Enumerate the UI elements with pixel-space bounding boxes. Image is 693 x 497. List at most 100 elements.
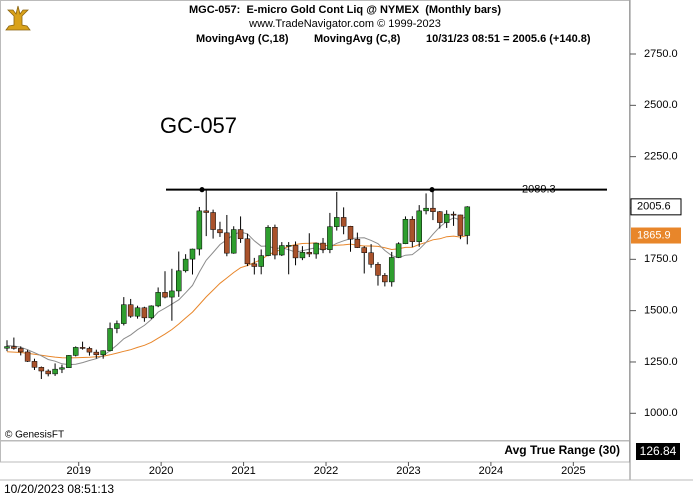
- x-tick-label: 2019: [66, 465, 90, 477]
- candle-body: [155, 292, 161, 307]
- x-tick-label: 2023: [396, 465, 420, 477]
- chart-title: MGC-057: E-micro Gold Cont Liq @ NYMEX (…: [189, 4, 501, 16]
- candle-body: [237, 229, 244, 240]
- candle-body: [292, 245, 299, 259]
- indicator-box: [636, 443, 680, 460]
- candle-body: [86, 348, 93, 353]
- candle-body: [443, 213, 450, 223]
- timestamp: 10/20/2023 08:51:13: [4, 482, 114, 496]
- candle-body: [38, 367, 45, 372]
- candle-body: [272, 227, 278, 256]
- ma-last-box: [631, 227, 681, 244]
- candle-body: [141, 307, 148, 319]
- candle-body: [299, 252, 306, 259]
- candle-body: [327, 226, 333, 250]
- candle-body: [320, 242, 326, 250]
- candle-body: [430, 207, 436, 212]
- candle-body: [457, 214, 464, 236]
- y-tick-label: 2250.0: [644, 151, 678, 163]
- candle-body: [464, 206, 471, 236]
- candle-body: [127, 304, 134, 317]
- candle-body: [368, 252, 374, 265]
- candle-body: [279, 245, 285, 256]
- x-tick-label: 2020: [149, 465, 173, 477]
- candle-body: [230, 229, 237, 254]
- candle-body: [52, 368, 58, 375]
- candle-body: [265, 227, 271, 256]
- candle-body: [347, 226, 354, 240]
- candle-body: [162, 292, 168, 298]
- candle-body: [134, 307, 141, 317]
- candle-body: [450, 213, 457, 216]
- candle-body: [285, 245, 292, 247]
- candle-body: [72, 347, 79, 356]
- quote: 10/31/23 08:51 = 2005.6 (+140.8): [426, 33, 591, 45]
- candle-body: [224, 232, 230, 254]
- subtitle: www.TradeNavigator.com © 1999-2023: [248, 18, 441, 30]
- candle-body: [169, 290, 175, 298]
- y-tick-label: 1500.0: [644, 305, 678, 317]
- candle-body: [148, 305, 155, 319]
- candle-body: [24, 351, 31, 362]
- candle-body: [176, 270, 182, 292]
- candle-body: [306, 252, 313, 255]
- y-tick-label: 2500.0: [644, 99, 678, 111]
- candle-body: [114, 323, 120, 329]
- resistance-dot: [199, 187, 205, 193]
- candle-body: [251, 263, 258, 267]
- candle-body: [334, 217, 340, 227]
- x-tick-label: 2021: [231, 465, 255, 477]
- candle-body: [45, 370, 51, 375]
- candle-body: [66, 355, 72, 368]
- candle-body: [361, 247, 367, 253]
- candle-body: [375, 263, 381, 276]
- y-tick-label: 2750.0: [644, 48, 678, 60]
- candle-body: [423, 207, 429, 212]
- last-price-box: [630, 198, 682, 216]
- y-tick-label: 1750.0: [644, 253, 678, 265]
- candle-body: [189, 248, 196, 260]
- indicator-name: Avg True Range (30): [504, 443, 620, 457]
- candle-body: [388, 257, 395, 283]
- candle-body: [210, 212, 216, 230]
- candle-body: [100, 350, 106, 356]
- candle-body: [382, 275, 388, 283]
- candle-body: [59, 367, 65, 370]
- candle-body: [17, 348, 24, 353]
- candle-body: [402, 219, 409, 244]
- candle-body: [416, 210, 422, 242]
- indicator-value: 126.84: [640, 444, 677, 458]
- candle-body: [11, 346, 17, 349]
- x-tick-label: 2025: [561, 465, 585, 477]
- candle-body: [79, 347, 86, 349]
- candle-body: [93, 351, 100, 356]
- candle-body: [196, 210, 203, 250]
- candle-body: [395, 243, 402, 258]
- candle-body: [31, 361, 38, 368]
- candle-body: [437, 211, 443, 223]
- candle-body: [244, 238, 251, 265]
- logo: [5, 5, 31, 31]
- y-tick-label: 1250.0: [644, 356, 678, 368]
- symbol-label: GC-057: [160, 113, 237, 138]
- legend-entry: MovingAvg (C,8): [314, 33, 401, 45]
- candle-body: [217, 229, 223, 234]
- candle-body: [409, 219, 416, 242]
- candle-body: [182, 258, 189, 272]
- candle-body: [354, 238, 361, 248]
- candle-body: [121, 304, 127, 324]
- resistance-label: 2089.3: [522, 184, 556, 196]
- resistance-dot: [429, 187, 435, 193]
- copyright: © GenesisFT: [5, 430, 64, 441]
- candle-body: [340, 217, 347, 227]
- candle-body: [258, 255, 264, 267]
- plot: 1000.01250.01500.01750.02000.02250.02500…: [4, 48, 682, 477]
- candle-body: [203, 210, 209, 213]
- x-tick-label: 2024: [479, 465, 503, 477]
- legend-entry: MovingAvg (C,18): [196, 33, 289, 45]
- last-price: 2005.6: [637, 201, 671, 213]
- candle-body: [4, 346, 10, 349]
